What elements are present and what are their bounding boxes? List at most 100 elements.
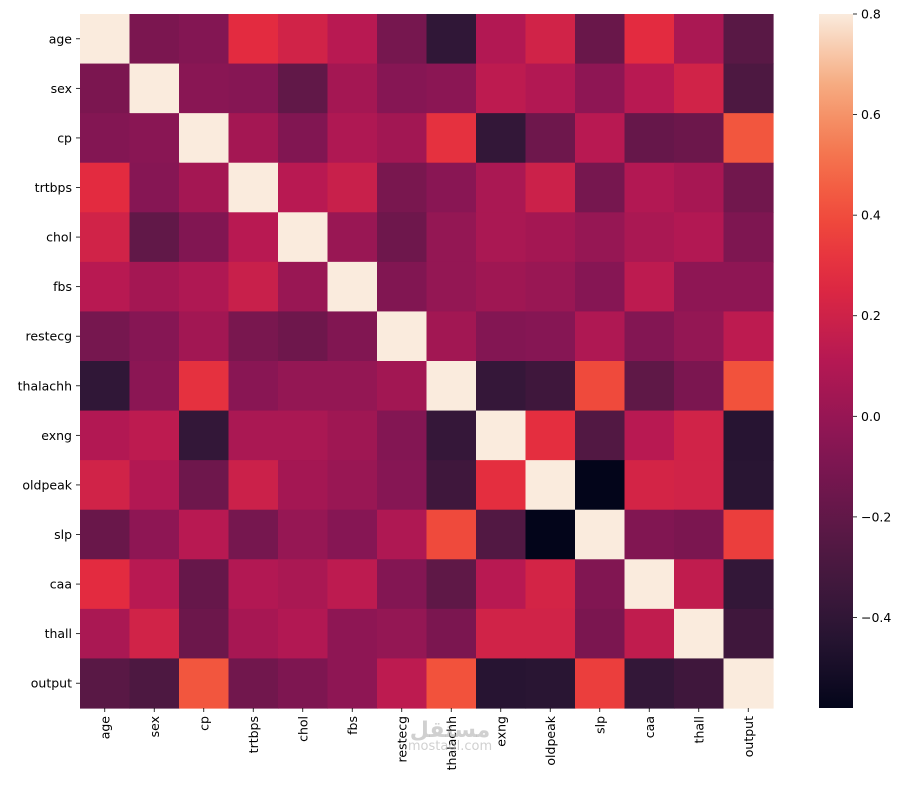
heatmap-cell-chol-thall [674, 212, 725, 263]
heatmap-cell-exng-fbs [327, 410, 378, 461]
heatmap-cell-trtbps-cp [179, 162, 230, 213]
heatmap-cell-oldpeak-age [80, 460, 131, 511]
x-tick-label-trtbps: trtbps [246, 716, 261, 753]
heatmap-cell-caa-thall [674, 559, 725, 610]
heatmap-cell-sex-oldpeak [525, 63, 576, 114]
heatmap-cell-thalachh-sex [129, 361, 180, 412]
heatmap-cell-trtbps-exng [476, 162, 527, 213]
heatmap-cell-sex-output [723, 63, 774, 114]
heatmap-cell-cp-thall [674, 113, 725, 164]
heatmap-cell-oldpeak-restecg [377, 460, 428, 511]
heatmap-cell-restecg-trtbps [228, 311, 279, 362]
heatmap-cell-slp-age [80, 509, 131, 560]
heatmap-cell-age-age [80, 14, 131, 65]
heatmap-cell-output-sex [129, 658, 180, 709]
heatmap-cell-thalachh-age [80, 361, 131, 412]
heatmap-cell-exng-caa [624, 410, 675, 461]
y-tick-label-caa: caa [50, 577, 72, 592]
heatmap-cell-output-restecg [377, 658, 428, 709]
heatmap-cell-output-fbs [327, 658, 378, 709]
heatmap-cell-oldpeak-thalachh [426, 460, 477, 511]
heatmap-cell-output-slp [575, 658, 626, 709]
heatmap-cell-chol-restecg [377, 212, 428, 263]
x-tick-label-cp: cp [196, 716, 211, 731]
heatmap-cell-fbs-age [80, 261, 131, 313]
heatmap-cell-caa-chol [278, 559, 329, 610]
heatmap-cell-thalachh-fbs [327, 361, 378, 412]
heatmap-cell-chol-oldpeak [525, 212, 576, 263]
heatmap-cell-thall-slp [575, 608, 626, 660]
heatmap-cell-caa-age [80, 559, 131, 610]
y-tick-label-oldpeak: oldpeak [22, 477, 72, 492]
heatmap-cell-slp-caa [624, 509, 675, 560]
heatmap-cell-age-slp [575, 14, 626, 65]
heatmap-cell-oldpeak-trtbps [228, 460, 279, 511]
heatmap-cell-trtbps-slp [575, 162, 626, 213]
colorbar-tick-label: −0.2 [861, 509, 891, 524]
x-tick-label-thall: thall [691, 716, 706, 743]
heatmap-cell-slp-fbs [327, 509, 378, 560]
heatmap-cell-restecg-thall [674, 311, 725, 362]
heatmap-cell-cp-slp [575, 113, 626, 164]
heatmap-cell-oldpeak-oldpeak [525, 460, 576, 511]
heatmap-cell-exng-thalachh [426, 410, 477, 461]
heatmap-cell-oldpeak-caa [624, 460, 675, 511]
y-tick-label-cp: cp [57, 130, 72, 145]
heatmap-cell-fbs-fbs [327, 261, 378, 313]
heatmap-cell-exng-age [80, 410, 131, 461]
heatmap-cell-thall-trtbps [228, 608, 279, 660]
heatmap-cell-exng-exng [476, 410, 527, 461]
heatmap-cell-oldpeak-cp [179, 460, 230, 511]
heatmap-cell-caa-slp [575, 559, 626, 610]
heatmap-cell-sex-thall [674, 63, 725, 114]
colorbar-tick-label: 0.8 [861, 7, 881, 22]
heatmap-cell-age-oldpeak [525, 14, 576, 65]
heatmap-cell-cp-sex [129, 113, 180, 164]
watermark-sub: mostaql.com [407, 739, 493, 754]
heatmap-cell-thall-thalachh [426, 608, 477, 660]
heatmap-cell-slp-slp [575, 509, 626, 560]
heatmap-cell-chol-sex [129, 212, 180, 263]
heatmap-cell-exng-output [723, 410, 774, 461]
heatmap-cell-cp-restecg [377, 113, 428, 164]
heatmap-cell-fbs-exng [476, 261, 527, 313]
heatmap-cell-restecg-sex [129, 311, 180, 362]
heatmap-cell-age-caa [624, 14, 675, 65]
heatmap-cell-trtbps-trtbps [228, 162, 279, 213]
heatmap-cell-restecg-fbs [327, 311, 378, 362]
heatmap-cell-restecg-slp [575, 311, 626, 362]
colorbar [819, 14, 853, 708]
heatmap-cell-cp-exng [476, 113, 527, 164]
heatmap-cell-caa-fbs [327, 559, 378, 610]
heatmap-cell-sex-caa [624, 63, 675, 114]
y-tick-label-trtbps: trtbps [35, 180, 72, 195]
heatmap-cell-restecg-chol [278, 311, 329, 362]
heatmap-cell-thall-caa [624, 608, 675, 660]
heatmap-cell-thalachh-output [723, 361, 774, 412]
heatmap-cell-thall-chol [278, 608, 329, 660]
colorbar-tick-label: 0.4 [861, 208, 881, 223]
heatmap-cell-trtbps-sex [129, 162, 180, 213]
heatmap-cell-exng-chol [278, 410, 329, 461]
heatmap-cell-thalachh-thall [674, 361, 725, 412]
heatmap-cell-caa-cp [179, 559, 230, 610]
heatmap-cell-exng-thall [674, 410, 725, 461]
heatmap-cell-thall-cp [179, 608, 230, 660]
heatmap-cell-age-chol [278, 14, 329, 65]
x-tick-label-thalachh: thalachh [444, 716, 459, 770]
heatmap-cell-trtbps-output [723, 162, 774, 213]
heatmap-cell-chol-trtbps [228, 212, 279, 263]
heatmap-cell-chol-exng [476, 212, 527, 263]
heatmap-cell-sex-thalachh [426, 63, 477, 114]
heatmap-cell-caa-thalachh [426, 559, 477, 610]
heatmap-cell-restecg-age [80, 311, 131, 362]
heatmap-cell-caa-trtbps [228, 559, 279, 610]
heatmap-cell-thalachh-oldpeak [525, 361, 576, 412]
heatmap-cell-age-thalachh [426, 14, 477, 65]
heatmap-cell-thalachh-trtbps [228, 361, 279, 412]
heatmap-cell-age-cp [179, 14, 230, 65]
heatmap-cell-chol-age [80, 212, 131, 263]
heatmap-cell-exng-sex [129, 410, 180, 461]
y-tick-label-thall: thall [45, 626, 72, 641]
